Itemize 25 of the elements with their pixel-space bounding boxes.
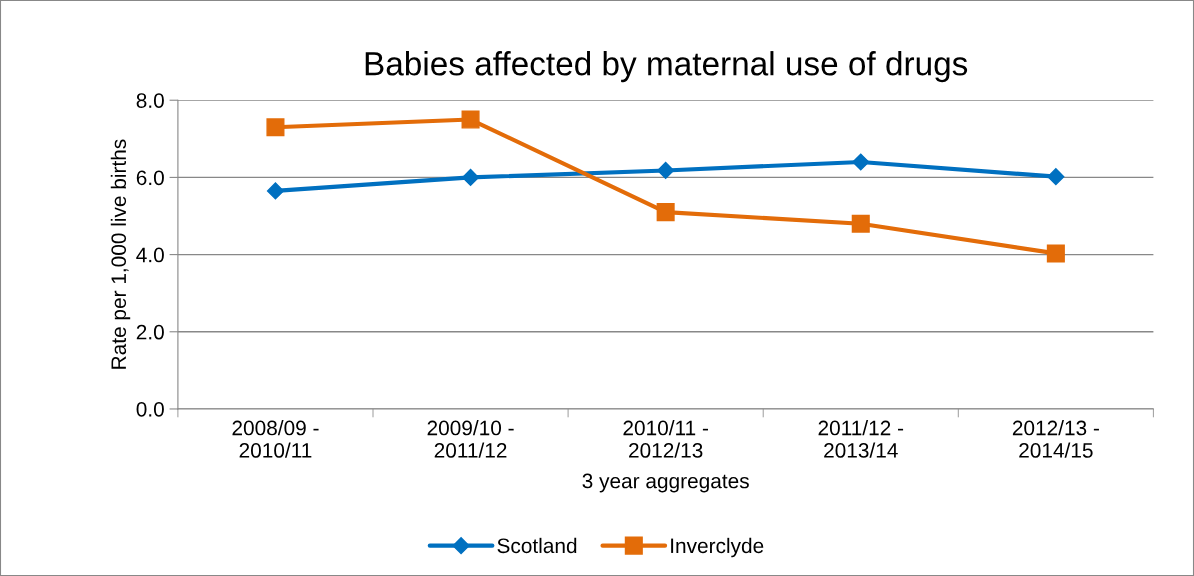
point — [657, 161, 675, 180]
x-tick-label: 2010/11 - 2012/13 — [623, 420, 708, 458]
point — [266, 182, 285, 200]
legend-label: Scotland — [497, 537, 577, 554]
y-axis-title: Rate per 1,000 live births — [110, 139, 131, 369]
point — [852, 153, 870, 171]
y-tick-label: 4.0 — [136, 247, 164, 263]
y-tick-label: 6.0 — [136, 170, 164, 186]
legend-label: Inverclyde — [671, 537, 764, 558]
point — [1047, 168, 1065, 186]
point — [462, 168, 480, 186]
x-axis-title: 3 year aggregates — [582, 473, 749, 493]
y-tick-label: 2.0 — [136, 324, 164, 340]
y-tick-label: 8.0 — [136, 93, 164, 108]
x-tick-label: 2012/13 - 2014/15 — [1012, 420, 1099, 458]
x-tick-label: 2011/12 - 2013/14 — [818, 420, 904, 458]
chart-title: Babies affected by maternal use of drugs — [365, 51, 968, 83]
point — [851, 214, 870, 233]
point — [461, 110, 480, 129]
point — [1046, 244, 1065, 263]
y-tick-label: 0.0 — [136, 401, 164, 417]
x-tick-label: 2008/09 - 2010/11 — [232, 420, 319, 458]
point — [266, 118, 285, 137]
point — [656, 203, 675, 222]
x-tick-label: 2009/10 - 2011/12 — [427, 420, 514, 458]
